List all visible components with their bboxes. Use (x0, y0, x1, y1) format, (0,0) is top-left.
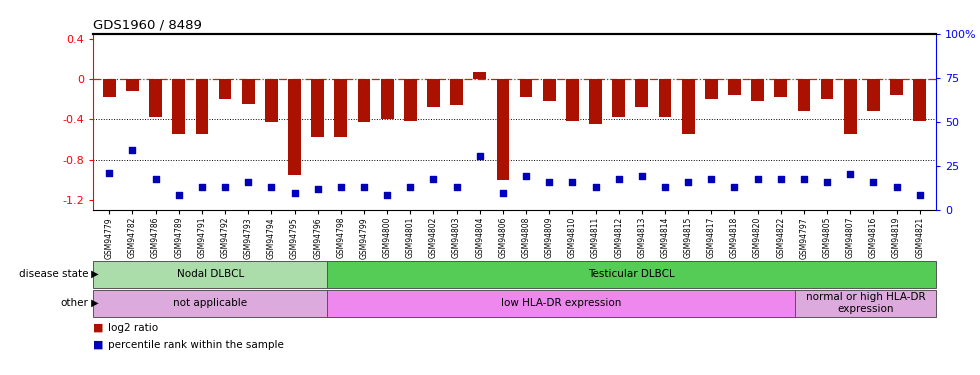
Bar (752, 79, 764, 101)
Point (541, 179, 557, 185)
Point (425, 176, 441, 182)
Point (124, 147, 140, 153)
Bar (327, 290, 796, 316)
Bar (612, 79, 625, 117)
Bar (358, 79, 370, 122)
Point (379, 192, 395, 198)
Point (356, 184, 371, 190)
Bar (172, 79, 185, 135)
Bar (659, 79, 671, 117)
Bar (705, 79, 717, 99)
Bar (93, 261, 327, 288)
Point (310, 186, 325, 192)
Point (911, 192, 927, 198)
Bar (312, 79, 324, 138)
Bar (890, 79, 903, 95)
Point (449, 184, 465, 190)
Point (704, 176, 719, 182)
Text: Testicular DLBCL: Testicular DLBCL (588, 269, 675, 279)
Bar (774, 79, 787, 97)
Text: Nodal DLBCL: Nodal DLBCL (176, 269, 244, 279)
Text: ▶: ▶ (88, 298, 99, 308)
Bar (126, 79, 139, 91)
Point (588, 184, 604, 190)
Text: normal or high HLA-DR
expression: normal or high HLA-DR expression (806, 292, 925, 314)
Bar (497, 79, 510, 180)
Text: ■: ■ (93, 340, 104, 350)
Bar (519, 79, 532, 97)
Bar (327, 261, 936, 288)
Point (819, 179, 835, 185)
Bar (288, 79, 301, 175)
Bar (820, 79, 833, 99)
Point (750, 176, 765, 182)
Bar (844, 79, 857, 135)
Bar (635, 79, 648, 107)
Bar (473, 72, 486, 79)
Point (264, 184, 279, 190)
Bar (566, 79, 579, 122)
Bar (796, 290, 936, 316)
Bar (543, 79, 556, 101)
Bar (265, 79, 277, 122)
Bar (149, 79, 162, 117)
Point (865, 179, 881, 185)
Bar (682, 79, 695, 135)
Bar (867, 79, 880, 111)
Bar (589, 79, 602, 124)
Text: disease state: disease state (19, 269, 88, 279)
Bar (103, 79, 116, 97)
Point (634, 173, 650, 179)
Bar (450, 79, 463, 105)
Bar (93, 290, 327, 316)
Bar (219, 79, 231, 99)
Point (611, 176, 626, 182)
Bar (913, 79, 926, 122)
Point (564, 179, 580, 185)
Text: not applicable: not applicable (173, 298, 247, 308)
Point (148, 176, 164, 182)
Text: other: other (61, 298, 88, 308)
Point (472, 153, 488, 159)
Text: low HLA-DR expression: low HLA-DR expression (501, 298, 621, 308)
Point (194, 184, 210, 190)
Point (518, 173, 534, 179)
Point (726, 184, 742, 190)
Bar (334, 79, 347, 138)
Bar (728, 79, 741, 95)
Bar (242, 79, 255, 104)
Text: ■: ■ (93, 323, 104, 333)
Text: ▶: ▶ (88, 269, 99, 279)
Point (240, 179, 256, 185)
Bar (798, 79, 810, 111)
Bar (427, 79, 440, 107)
Point (843, 171, 858, 177)
Point (102, 170, 118, 176)
Point (680, 179, 696, 185)
Point (171, 192, 186, 198)
Point (287, 190, 303, 196)
Text: percentile rank within the sample: percentile rank within the sample (108, 340, 283, 350)
Point (495, 190, 511, 196)
Point (796, 176, 811, 182)
Bar (381, 79, 394, 119)
Point (773, 176, 789, 182)
Point (658, 184, 673, 190)
Point (889, 184, 905, 190)
Point (218, 184, 233, 190)
Point (403, 184, 418, 190)
Point (333, 184, 349, 190)
Text: GDS1960 / 8489: GDS1960 / 8489 (93, 18, 202, 31)
Bar (196, 79, 209, 135)
Text: log2 ratio: log2 ratio (108, 323, 158, 333)
Bar (404, 79, 416, 122)
